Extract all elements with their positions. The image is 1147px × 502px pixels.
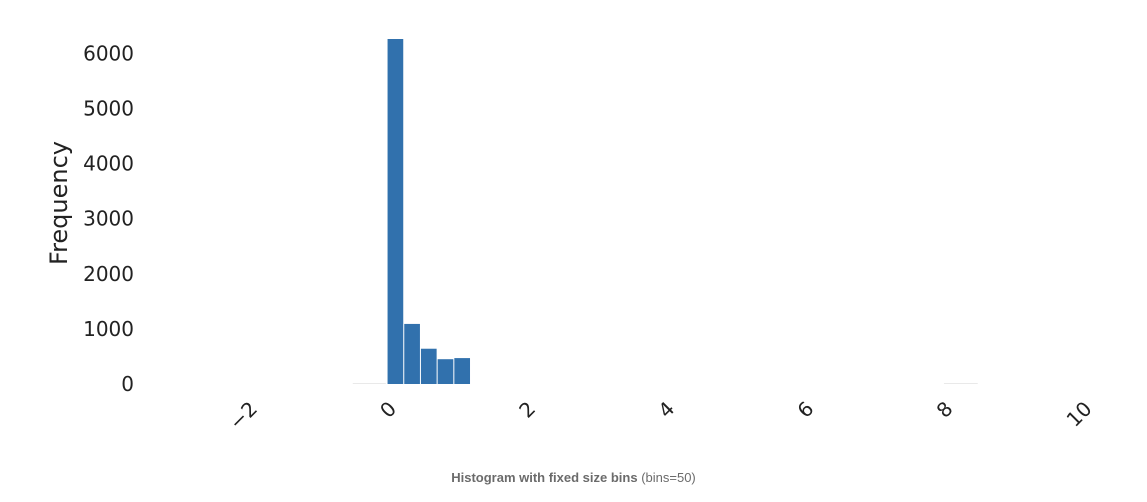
histogram-bar	[352, 383, 386, 384]
histogram-bar	[943, 383, 978, 384]
y-tick-label: 3000	[83, 207, 134, 231]
y-tick-label: 4000	[83, 152, 134, 176]
y-tick-label: 6000	[83, 41, 134, 65]
x-tick-label: 2	[514, 397, 540, 423]
x-tick-label: 8	[932, 397, 958, 423]
chart-caption: Histogram with fixed size bins (bins=50)	[0, 470, 1147, 485]
histogram-chart: 0 1000 2000 3000 4000 5000 6000 −2 0 2 4 6 8 10 Freq…	[45, 39, 1097, 435]
y-axis-label: Frequency	[45, 141, 73, 265]
histogram-bar	[404, 323, 420, 384]
y-tick-label: 2000	[83, 262, 134, 286]
caption-normal: (bins=50)	[637, 470, 696, 485]
y-tick-label: 1000	[83, 317, 134, 341]
histogram-bar	[387, 39, 404, 384]
x-axis-ticks: −2 0 2 4 6 8 10	[224, 397, 1096, 435]
x-tick-label: 10	[1062, 397, 1097, 432]
caption-bold: Histogram with fixed size bins	[451, 470, 638, 485]
x-tick-label: 0	[375, 397, 401, 423]
y-tick-label: 5000	[83, 96, 134, 120]
x-tick-label: 4	[653, 397, 679, 423]
histogram-bar	[437, 359, 454, 384]
x-tick-label: 6	[792, 397, 818, 423]
y-tick-label: 0	[121, 372, 134, 396]
histogram-bar	[420, 348, 437, 384]
y-axis-ticks: 0 1000 2000 3000 4000 5000 6000	[83, 41, 134, 396]
histogram-bars	[352, 39, 978, 384]
histogram-bar	[454, 358, 471, 384]
x-tick-label: −2	[224, 397, 262, 435]
